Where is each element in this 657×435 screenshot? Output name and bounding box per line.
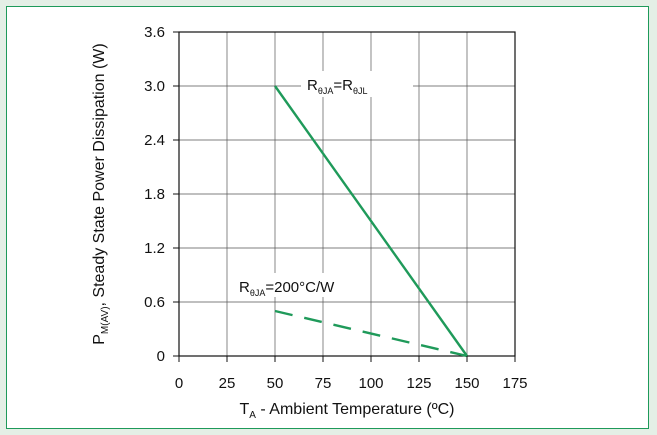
x-tick-label: 25 [219,375,236,392]
x-tick-label: 0 [175,375,183,392]
x-tick-label: 125 [406,375,431,392]
y-axis-label: PM(AV), Steady State Power Dissipation (… [91,43,111,344]
y-tick-label: 0.6 [144,294,165,311]
y-tick-label: 3.0 [144,78,165,95]
series-group [274,85,468,358]
annotation-background [301,71,413,97]
x-tick-label: 50 [267,375,284,392]
y-tick-label: 3.6 [144,24,165,41]
x-tick-label: 75 [315,375,332,392]
annotations: RθJA=RθJL RθJA=200°C/W [233,71,413,298]
x-tick-label: 100 [358,375,383,392]
x-axis-label: TA - Ambient Temperature (ºC) [240,401,455,421]
series-annotation: RθJA=RθJL [307,77,367,96]
y-tick-label: 1.2 [144,240,165,257]
y-tick-label: 1.8 [144,186,165,203]
y-tick-label: 0 [157,348,165,365]
annotation-background [233,273,363,297]
x-tick-label: 150 [454,375,479,392]
series-annotation: RθJA=200°C/W [239,279,335,298]
series-line-solid [274,85,468,357]
series-line-dashed [274,309,468,358]
x-tick-label: 175 [502,375,527,392]
y-tick-label: 2.4 [144,132,165,149]
x-tick-labels: 0 25 50 75 100 125 150 175 [175,356,528,392]
y-tick-labels: 0 0.6 1.2 1.8 2.4 3.0 3.6 [144,24,179,365]
